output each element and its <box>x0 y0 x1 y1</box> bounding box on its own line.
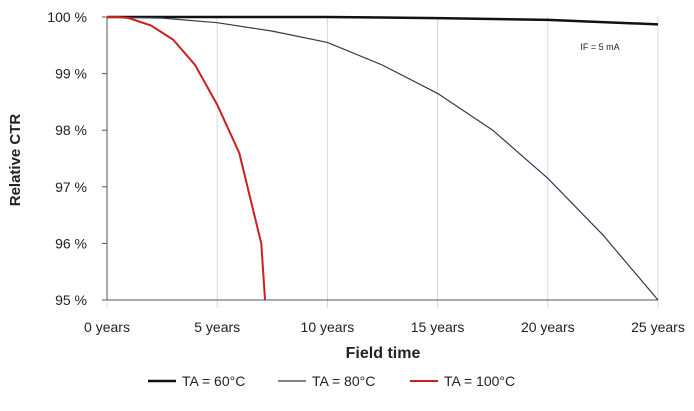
y-tick-label: 98 % <box>55 122 87 138</box>
y-tick-label: 100 % <box>47 9 87 25</box>
y-axis-title: Relative CTR <box>7 114 24 207</box>
x-tick-label: 25 years <box>631 319 685 335</box>
x-tick-label: 15 years <box>411 319 465 335</box>
series-line <box>107 16 267 301</box>
y-tick-label: 95 % <box>55 292 87 308</box>
x-tick-label: 0 years <box>84 319 130 335</box>
x-axis-title: Field time <box>346 345 421 362</box>
y-tick-label: 96 % <box>55 235 87 251</box>
annotation: IF = 5 mA <box>580 42 619 52</box>
y-tick-label: 97 % <box>55 179 87 195</box>
series-line <box>107 15 659 26</box>
series-line <box>106 16 659 301</box>
x-tick-label: 10 years <box>301 319 355 335</box>
y-tick-label: 99 % <box>55 66 87 82</box>
x-tick-label: 5 years <box>194 319 240 335</box>
legend-label: TA = 60°C <box>182 373 245 389</box>
legend-label: TA = 100°C <box>444 373 515 389</box>
x-tick-label: 20 years <box>521 319 575 335</box>
legend-label: TA = 80°C <box>312 373 375 389</box>
